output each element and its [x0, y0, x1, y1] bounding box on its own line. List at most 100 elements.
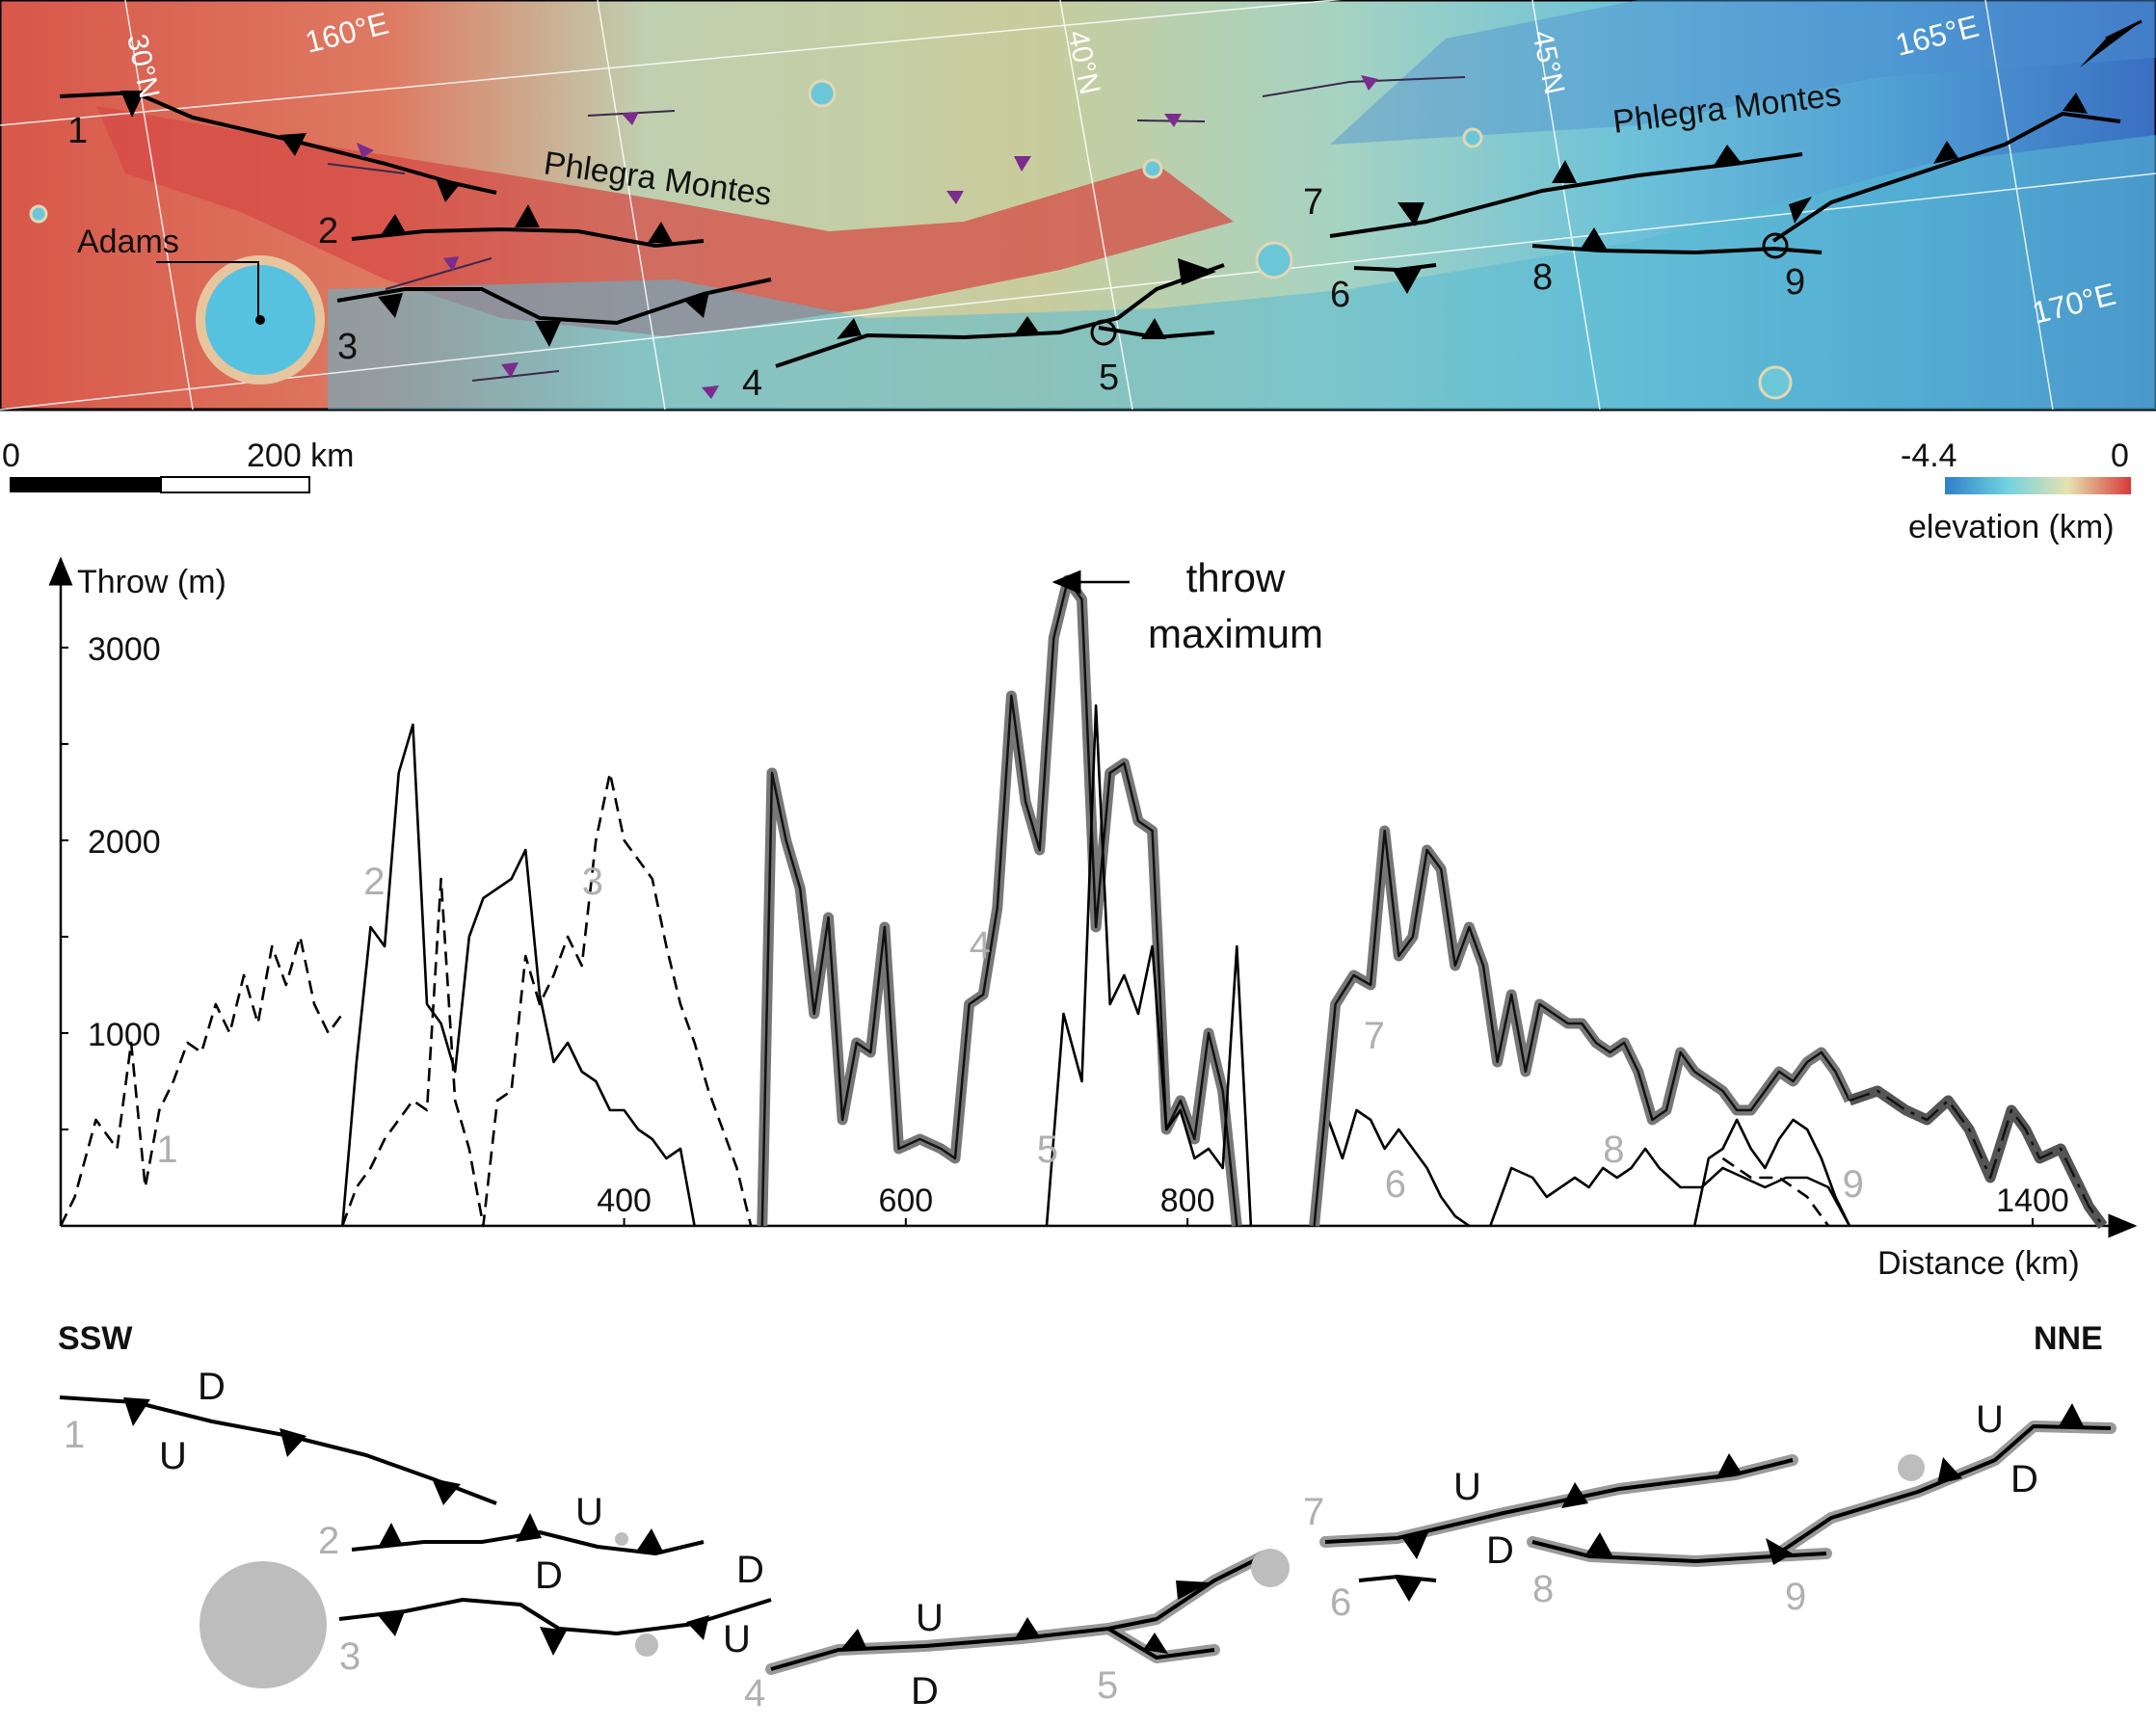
series-line-9-tail	[1721, 1156, 1830, 1227]
series-label-4: 4	[970, 924, 991, 967]
orientation-right: NNE	[2034, 1320, 2103, 1357]
schematic-crater-small-1	[615, 1532, 628, 1546]
chart-series	[59, 574, 2108, 1230]
schematic-number-6: 6	[1330, 1581, 1351, 1624]
block-label-d-4: D	[911, 1670, 939, 1713]
schematic-craters	[200, 1454, 1925, 1688]
block-label-u-9: U	[1976, 1398, 2004, 1441]
scale-bar-start: 0	[2, 438, 20, 474]
series-line-1	[59, 935, 344, 1227]
elevation-color-scale: -4.4 0 elevation (km)	[1901, 438, 2131, 545]
map-fault-number-8: 8	[1532, 257, 1553, 298]
schematic-fault-1	[59, 1395, 497, 1505]
x-tick-label: 400	[597, 1182, 652, 1219]
schematic-fault-2	[351, 1530, 705, 1555]
series-line-5	[1045, 704, 1253, 1227]
series-line-8	[1489, 1147, 1851, 1227]
chart-series-labels: 1 2 3 4 5 6 7 8 9	[156, 861, 1864, 1206]
block-label-u-2: U	[575, 1491, 603, 1533]
schematic-number-9: 9	[1785, 1576, 1806, 1618]
schematic-number-3: 3	[339, 1635, 360, 1678]
north-arrow-tail	[2105, 19, 2143, 40]
map-fault-number-1: 1	[67, 111, 88, 151]
junction-marker-9	[1762, 232, 1789, 259]
map-fault-number-7: 7	[1303, 182, 1323, 223]
series-line-7	[1313, 829, 1851, 1227]
series-label-8: 8	[1603, 1129, 1624, 1171]
color-scale-bar	[1945, 477, 2131, 494]
series-label-2: 2	[363, 861, 385, 903]
adams-leader-line	[156, 261, 259, 318]
chart-ticks: 1000 2000 3000 400 600 800 1400	[61, 631, 2069, 1226]
x-tick-label: 600	[878, 1182, 933, 1219]
schematic-number-2: 2	[318, 1520, 339, 1562]
schematic-fault-teeth	[123, 1397, 2084, 1656]
schematic-block-labels: D U U D D U U D U D U D	[159, 1366, 2038, 1713]
scale-bar-white	[160, 476, 310, 493]
annotation-text-line1: throw	[1186, 555, 1286, 600]
schematic-number-8: 8	[1532, 1568, 1554, 1610]
map-minor-teeth	[357, 75, 1378, 399]
block-label-u-3: U	[723, 1618, 751, 1660]
schematic-fault-8	[1531, 1540, 1827, 1563]
color-scale-min: -4.4	[1901, 438, 1957, 474]
schematic-fault-6	[1358, 1575, 1437, 1582]
block-label-d-1: D	[198, 1366, 226, 1408]
series-line-3	[341, 771, 753, 1228]
crater-label-adams: Adams	[77, 224, 179, 260]
throw-profile-chart: Throw (m) Distance (km) 1000 2000 3000 400 6…	[48, 555, 2138, 1282]
block-label-u-7: U	[1453, 1466, 1481, 1508]
schematic-fault-7	[1324, 1458, 1794, 1544]
schematic-number-4: 4	[744, 1672, 765, 1714]
block-label-u-1: U	[159, 1435, 187, 1477]
y-tick-label: 1000	[88, 1017, 161, 1053]
schematic-number-7: 7	[1303, 1491, 1324, 1533]
chart-axes: Throw (m) Distance (km)	[48, 556, 2138, 1282]
north-arrow-icon	[2080, 21, 2142, 67]
x-axis-label: Distance (km)	[1877, 1245, 2080, 1282]
series-label-6: 6	[1385, 1163, 1406, 1206]
schematic-number-5: 5	[1097, 1664, 1118, 1707]
block-label-d-9: D	[2010, 1458, 2038, 1500]
schematic-crater-small-3	[1898, 1454, 1925, 1481]
schematic-fault-numbers: 1 2 3 4 5 6 7 8 9	[64, 1414, 1806, 1714]
x-tick-label: 800	[1160, 1182, 1215, 1219]
block-label-d-2: D	[535, 1554, 563, 1597]
junction-marker-5	[1090, 319, 1117, 346]
adams-crater-center	[255, 315, 265, 325]
block-label-d-3: D	[736, 1549, 764, 1591]
schematic-number-1: 1	[64, 1414, 85, 1456]
scale-bar-end: 200 km	[247, 438, 355, 474]
x-tick-label: 1400	[1996, 1182, 2069, 1219]
map-fault-number-3: 3	[337, 327, 358, 367]
map-fault-number-9: 9	[1785, 262, 1805, 303]
map-fault-number-4: 4	[742, 363, 762, 404]
series-label-1: 1	[156, 1129, 177, 1171]
series-label-3: 3	[582, 861, 603, 903]
series-line-9	[1692, 1118, 1851, 1227]
map-fault-teeth	[120, 91, 2088, 347]
y-tick-label: 3000	[88, 631, 161, 668]
color-scale-max: 0	[2111, 438, 2129, 474]
map-minor-structures	[327, 76, 1466, 382]
fault-schematic: SSW NNE	[58, 1320, 2116, 1714]
map-basin-north	[1330, 0, 2156, 145]
throw-maximum-annotation: throw maximum	[1051, 555, 1323, 656]
annotation-text-line2: maximum	[1148, 611, 1323, 656]
schematic-crater-small-2	[635, 1633, 658, 1657]
y-axis-label: Throw (m)	[77, 564, 226, 600]
map-fault-number-6: 6	[1330, 275, 1350, 315]
map-basin-south	[328, 135, 2156, 410]
block-label-d-7: D	[1486, 1529, 1514, 1572]
map-fault-numbers: 1 2 3 4 5 6 7 8 9	[67, 111, 1805, 404]
block-label-u-4: U	[916, 1597, 944, 1639]
series-label-7: 7	[1364, 1015, 1385, 1057]
series-line-4	[760, 578, 1238, 1227]
elevation-map: 30°N 40°N 45°N 160°E 165°E 170°E Phlegra…	[0, 0, 2156, 412]
series-label-9: 9	[1843, 1163, 1864, 1206]
schematic-fault-5	[1106, 1627, 1215, 1660]
series-line-2	[341, 723, 696, 1227]
map-fault-number-5: 5	[1099, 358, 1119, 398]
series-line-6	[1313, 1108, 1471, 1228]
